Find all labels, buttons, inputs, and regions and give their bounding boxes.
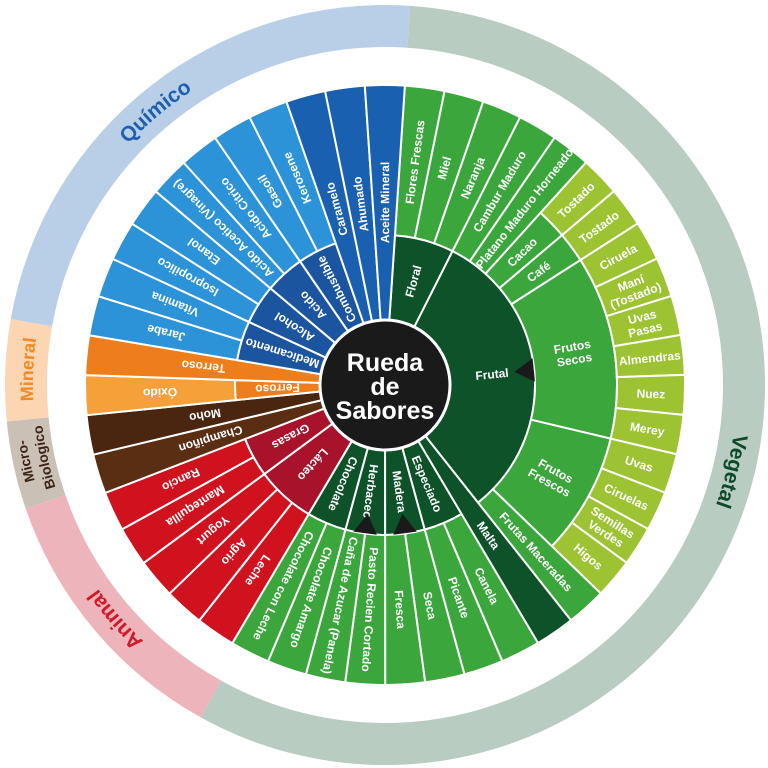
leaf-oxido-label: Óxido	[143, 385, 178, 401]
label-line: Terroso	[181, 357, 226, 375]
label-line: Miel	[435, 155, 455, 181]
family-micro-biologico-band[interactable]	[6, 417, 66, 509]
family-mineral-label: Mineral	[17, 336, 40, 401]
markers	[353, 358, 535, 535]
family-animal-band[interactable]	[25, 495, 222, 718]
label-line: Óxido	[143, 385, 178, 401]
label-line: Secos	[556, 350, 594, 370]
leaf-seca-label: Seca	[420, 590, 439, 621]
segment-ferroso-label: Ferroso	[255, 381, 300, 397]
label-line: Frutal	[475, 366, 510, 383]
label-line: Fresca	[392, 590, 409, 630]
leaf-almendras-label: Almendras	[618, 348, 681, 368]
center-circle	[318, 318, 452, 452]
leaf-moho-label: Moho	[188, 406, 222, 425]
triangle-marker-icon	[514, 358, 535, 382]
leaf-aceite-mineral-label: Aceite Mineral	[378, 162, 392, 243]
center-title-line-1: Rueda	[347, 349, 425, 377]
family-quimico-band[interactable]	[10, 4, 411, 327]
label-line: Seca	[420, 590, 439, 621]
label-line: Frutos	[553, 337, 592, 357]
leaf-uvas-pasas-label: UvasPasas	[624, 306, 664, 341]
label-line: Madera	[389, 470, 409, 514]
family-mineral-band[interactable]	[5, 319, 53, 422]
label-line: Merey	[629, 420, 666, 440]
label-line: Uvas	[627, 307, 658, 327]
label-line: Nuez	[636, 387, 665, 402]
label-line: Almendras	[618, 348, 681, 368]
center-title-line-2: de	[370, 373, 399, 401]
segment-madera-label: Madera	[389, 470, 409, 514]
leaf-miel-label: Miel	[435, 155, 455, 181]
triangle-marker-icon	[353, 513, 377, 535]
leaf-fresca-label: Fresca	[392, 590, 409, 630]
leaf-terroso-label: Terroso	[181, 357, 226, 375]
segment-frutos-secos-label: FrutosSecos	[553, 337, 595, 370]
label-line: Aceite Mineral	[378, 162, 392, 243]
label-line: Moho	[188, 406, 222, 425]
triangle-marker-icon	[393, 513, 417, 535]
center-title-line-3: Sabores	[336, 397, 435, 425]
leaf-nuez-label: Nuez	[636, 387, 665, 402]
segment-frutal-label: Frutal	[475, 366, 510, 383]
leaf-merey-label: Merey	[629, 420, 666, 440]
center-hub: Rueda de Sabores	[318, 318, 452, 452]
label-line: Ferroso	[255, 381, 300, 397]
